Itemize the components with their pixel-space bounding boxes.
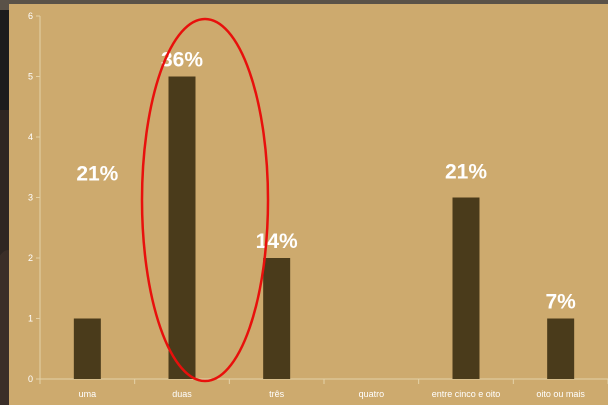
bars [73, 76, 575, 379]
data-label-2: 14% [256, 230, 298, 253]
x-tick-label: três [269, 389, 285, 399]
y-tick-label: 3 [28, 193, 33, 203]
y-tick-label: 0 [28, 374, 33, 384]
x-tick-label: duas [172, 389, 192, 399]
bar-4 [452, 197, 480, 379]
plot-area [9, 4, 608, 405]
data-labels: 21% 36% 14% 21% 7% [76, 49, 576, 314]
bar-0 [73, 318, 101, 379]
x-axis-labels: uma duas três quatro entre cinco e oito oito … [79, 389, 586, 399]
highlight-ellipse [140, 17, 270, 383]
y-tick-label: 2 [28, 253, 33, 263]
bar-1 [168, 76, 196, 379]
x-tick-label: entre cinco e oito [432, 389, 501, 399]
data-label-0: 21% [76, 163, 118, 186]
data-label-5: 7% [545, 291, 576, 314]
bar-2 [263, 258, 291, 379]
x-tick-label: quatro [359, 389, 385, 399]
data-label-4: 21% [445, 161, 487, 184]
y-tick-label: 1 [28, 314, 33, 324]
bar-5 [547, 318, 575, 379]
y-tick-label: 6 [28, 11, 33, 21]
y-tick-label: 5 [28, 72, 33, 82]
y-axis-ticks: 0 1 2 3 4 5 6 [28, 11, 40, 384]
x-tick-label: uma [79, 389, 97, 399]
y-tick-label: 4 [28, 132, 33, 142]
x-tick-label: oito ou mais [536, 389, 585, 399]
data-label-1: 36% [161, 49, 203, 72]
